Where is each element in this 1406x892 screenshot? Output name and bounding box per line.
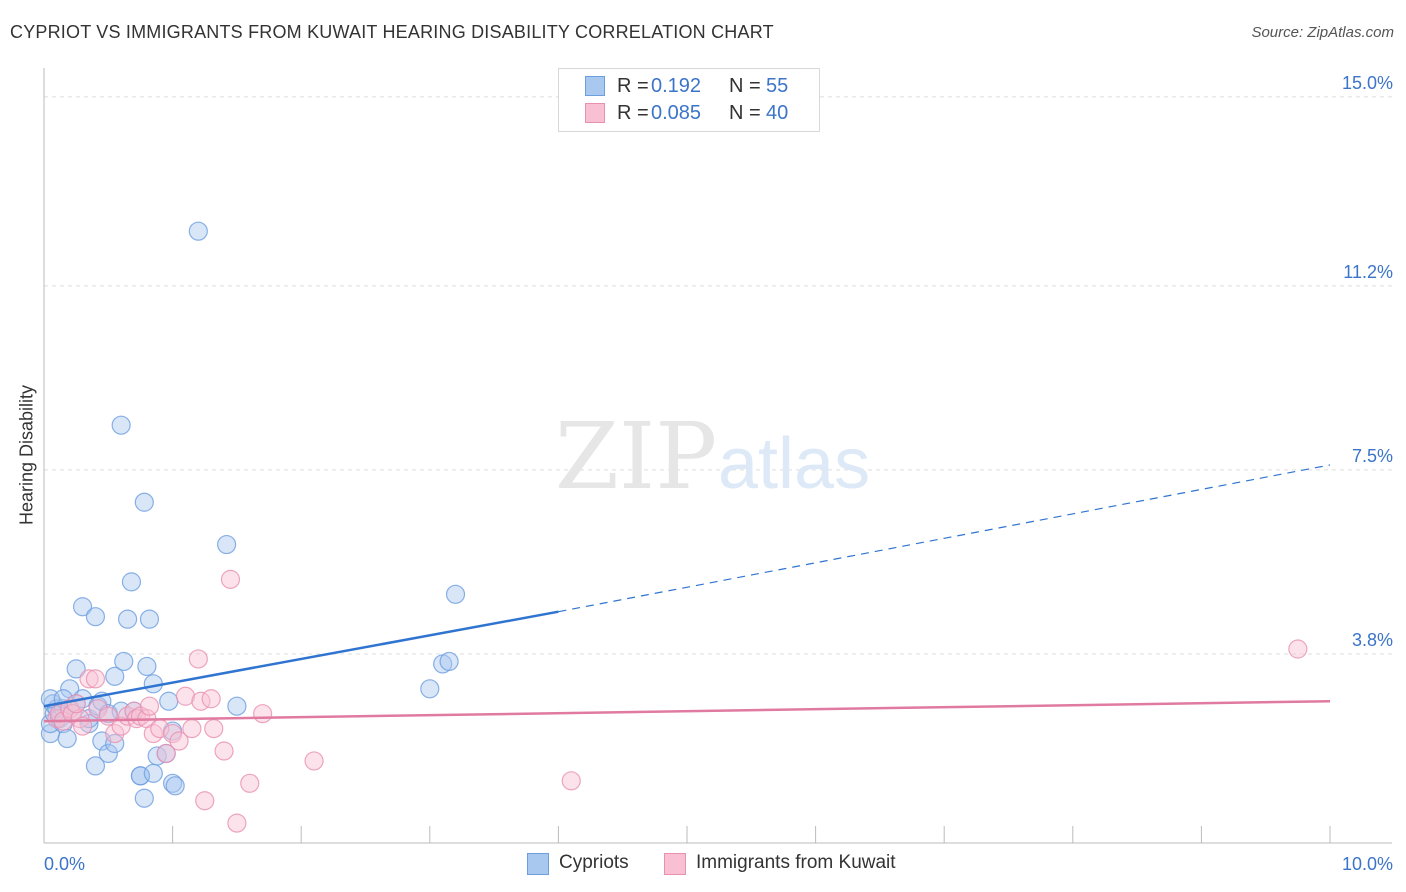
- y-tick-label: 11.2%: [1343, 262, 1393, 282]
- x-tick-label: 10.0%: [1342, 854, 1393, 874]
- stats-n-value: 55: [766, 75, 789, 97]
- data-point: [57, 728, 77, 749]
- legend-label-kuwait: Immigrants from Kuwait: [696, 852, 896, 873]
- data-point: [445, 584, 466, 604]
- data-point: [72, 597, 93, 617]
- y-axis-label: Hearing Disability: [16, 384, 37, 526]
- data-point: [188, 221, 208, 241]
- x-tick-label: 0.0%: [44, 854, 85, 874]
- data-point: [111, 415, 131, 435]
- data-point: [439, 651, 459, 672]
- data-point: [114, 651, 134, 672]
- data-point: [139, 609, 160, 629]
- stats-swatch-cypriots: [585, 76, 605, 96]
- stats-n-label: N =: [729, 102, 761, 124]
- series-cypriots: [40, 221, 466, 808]
- data-point: [85, 756, 106, 776]
- stats-r-value: 0.085: [651, 102, 702, 124]
- data-point: [98, 743, 118, 764]
- trend-lines: [43, 464, 1331, 723]
- data-point: [134, 788, 154, 808]
- stats-n-label: N =: [729, 75, 761, 97]
- data-point: [85, 669, 106, 689]
- data-point: [195, 791, 215, 811]
- data-point: [165, 776, 185, 796]
- trend-line-kuwait: [43, 699, 1331, 723]
- data-point: [217, 534, 237, 555]
- source-credit: Source: ZipAtlas.com: [1251, 24, 1394, 41]
- data-point: [169, 731, 189, 751]
- data-point: [227, 696, 247, 716]
- axes: [43, 68, 1392, 844]
- legend-swatch-cypriots: [527, 853, 549, 875]
- stats-r-label: R =: [617, 102, 649, 124]
- data-point: [227, 813, 247, 833]
- data-point: [159, 691, 179, 711]
- data-point: [253, 704, 273, 724]
- stats-r-label: R =: [617, 75, 649, 97]
- data-point: [105, 733, 125, 754]
- stats-n-value: 40: [766, 102, 789, 124]
- legend-label-cypriots: Cypriots: [559, 852, 629, 873]
- data-points: [40, 221, 1308, 833]
- tick-labels: 3.8% 7.5% 11.2% 15.0% 0.0% 10.0%: [44, 73, 1393, 874]
- watermark-atlas: atlas: [718, 424, 870, 504]
- data-point: [182, 718, 202, 739]
- watermark: ZIP atlas: [555, 403, 870, 510]
- data-point: [79, 669, 99, 689]
- data-point: [304, 751, 324, 771]
- data-point: [139, 696, 160, 716]
- y-tick-label: 15.0%: [1342, 73, 1393, 93]
- data-point: [70, 709, 90, 729]
- stats-box: R = 0.192 N = 55 R = 0.085 N = 40: [558, 68, 820, 132]
- gridlines: [44, 96, 1392, 655]
- data-point: [134, 492, 154, 512]
- stats-swatch-kuwait: [585, 103, 605, 123]
- data-point: [66, 659, 86, 679]
- data-point: [220, 569, 241, 589]
- data-point: [240, 773, 260, 793]
- data-point: [561, 771, 581, 791]
- chart-title: CYPRIOT VS IMMIGRANTS FROM KUWAIT HEARIN…: [10, 22, 774, 42]
- data-point: [201, 689, 221, 709]
- legend-swatch-kuwait: [664, 853, 686, 875]
- data-point: [137, 656, 157, 677]
- stats-row-kuwait: R = 0.085 N = 40: [559, 101, 819, 125]
- data-point: [88, 699, 108, 719]
- data-point: [66, 694, 86, 714]
- watermark-zip: ZIP: [555, 403, 717, 510]
- trend-extension-cypriots: [558, 464, 1331, 613]
- trend-line-cypriots: [43, 610, 559, 708]
- y-tick-label: 3.8%: [1352, 630, 1393, 650]
- data-point: [214, 741, 234, 761]
- y-tick-label: 7.5%: [1352, 446, 1393, 466]
- data-point: [163, 723, 183, 744]
- data-point: [121, 572, 142, 592]
- stats-r-value: 0.192: [651, 75, 702, 97]
- data-point: [105, 666, 125, 686]
- data-point: [175, 686, 196, 706]
- data-point: [143, 763, 163, 783]
- data-point: [156, 743, 176, 764]
- data-point: [117, 609, 138, 629]
- data-point: [85, 607, 106, 627]
- data-point: [204, 718, 224, 739]
- data-point: [420, 679, 440, 699]
- data-point: [105, 723, 125, 744]
- data-point: [143, 723, 163, 744]
- data-point: [1288, 639, 1308, 659]
- data-point: [111, 716, 131, 736]
- data-point: [163, 773, 183, 793]
- data-point: [60, 699, 80, 719]
- stats-row-cypriots: R = 0.192 N = 55: [559, 74, 819, 98]
- series-kuwait: [47, 569, 1308, 833]
- data-point: [188, 649, 208, 669]
